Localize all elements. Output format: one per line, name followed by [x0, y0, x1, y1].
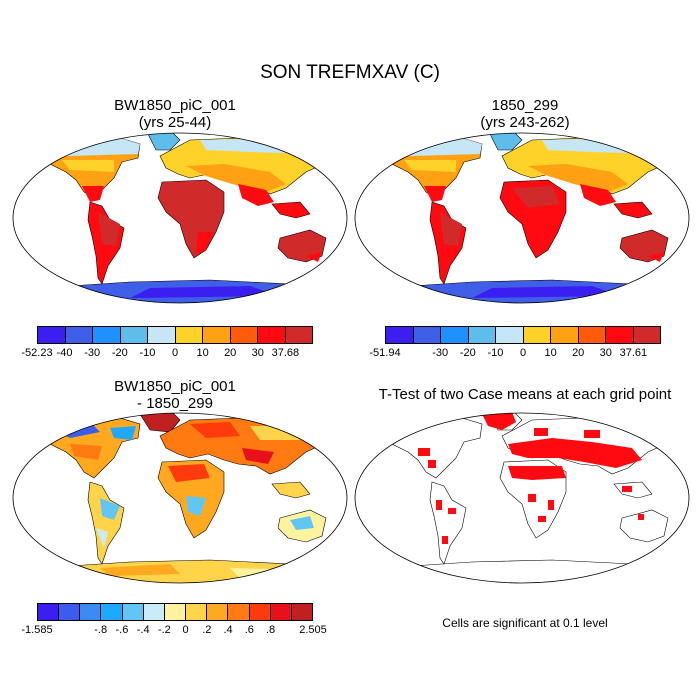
colorbar-swatch	[523, 327, 551, 343]
panel-2-title: 1850_299 (yrs 243-262)	[385, 97, 665, 131]
colorbar-tick-label: 0	[171, 347, 179, 359]
panel-3-title-line2: - 1850_299	[137, 395, 213, 412]
colorbar-tick-label: -30	[432, 347, 449, 359]
colorbar-swatch	[551, 327, 579, 343]
colorbar-swatch	[270, 604, 292, 620]
colorbar-swatch	[38, 327, 66, 343]
colorbar-swatch	[249, 604, 271, 620]
colorbar-tick-label: 37.61	[619, 347, 648, 359]
colorbar-swatch	[80, 604, 102, 620]
colorbar-swatch	[164, 604, 187, 620]
colorbar-tick-label: -20	[111, 347, 128, 359]
colorbar-swatch	[148, 327, 176, 343]
colorbar-swatch	[606, 327, 634, 343]
colorbar-tick-label: -10	[139, 347, 156, 359]
colorbar-swatch	[228, 604, 250, 620]
colorbar-swatch	[93, 327, 121, 343]
colorbar-swatch	[285, 327, 312, 343]
colorbar-tick-label: -51.94	[369, 347, 401, 359]
colorbar-3	[37, 603, 313, 621]
map-panel-1	[12, 132, 348, 304]
panel-3-title-line1: BW1850_piC_001	[114, 378, 236, 395]
colorbar-tick-label: -1.585	[21, 624, 53, 636]
colorbar-1	[37, 326, 313, 344]
colorbar-tick-label: 2.505	[299, 624, 327, 636]
colorbar-tick-label: .8	[265, 624, 276, 636]
colorbar-swatch	[120, 327, 148, 343]
colorbar-swatch	[633, 327, 660, 343]
figure-title: SON TREFMXAV (C)	[260, 62, 440, 83]
colorbar-tick-label: -.8	[94, 624, 108, 636]
colorbar-tick-label: .6	[244, 624, 254, 636]
panel-1-title-line1: BW1850_piC_001	[114, 97, 236, 114]
colorbar-tick-label: .4	[223, 624, 233, 636]
colorbar-swatch	[258, 327, 286, 343]
map-panel-4	[354, 412, 690, 584]
map-panel-3	[12, 412, 348, 584]
colorbar-tick-label: .2	[202, 624, 212, 636]
colorbar-tick-label: 10	[544, 347, 557, 359]
colorbar-swatch	[230, 327, 258, 343]
panel-4-title: T-Test of two Case means at each grid po…	[378, 386, 672, 403]
colorbar-tick-label: -20	[459, 347, 476, 359]
colorbar-tick-label: -10	[487, 347, 504, 359]
panel-3-title: BW1850_piC_001 - 1850_299	[35, 378, 315, 412]
colorbar-swatch	[291, 604, 313, 620]
colorbar-2	[385, 326, 661, 344]
colorbar-swatch	[496, 327, 524, 343]
colorbar-tick-label: -30	[84, 347, 101, 359]
colorbar-swatch	[207, 604, 229, 620]
colorbar-swatch	[468, 327, 496, 343]
colorbar-tick-label: 20	[224, 347, 237, 359]
colorbar-swatch	[186, 604, 208, 620]
colorbar-swatch	[175, 327, 203, 343]
colorbar-swatch	[122, 604, 144, 620]
colorbar-swatch	[441, 327, 469, 343]
colorbar-tick-label: -.4	[136, 624, 150, 636]
significance-note: Cells are significant at 0.1 level	[442, 616, 608, 630]
panel-1-title: BW1850_piC_001 (yrs 25-44)	[35, 97, 315, 131]
colorbar-tick-label: 37.68	[271, 347, 300, 359]
colorbar-swatch	[578, 327, 606, 343]
colorbar-swatch	[65, 327, 93, 343]
colorbar-swatch	[386, 327, 414, 343]
colorbar-tick-label: 0	[182, 624, 189, 636]
colorbar-swatch	[101, 604, 123, 620]
colorbar-swatch	[38, 604, 60, 620]
map-panel-2	[354, 132, 690, 304]
colorbar-tick-label: -40	[56, 347, 73, 359]
colorbar-tick-label: -.6	[115, 624, 129, 636]
colorbar-tick-label: 30	[599, 347, 612, 359]
colorbar-tick-label: 10	[196, 347, 209, 359]
colorbar-swatch	[203, 327, 231, 343]
colorbar-tick-label: -52.23	[21, 347, 53, 359]
colorbar-tick-label: -.2	[157, 624, 171, 636]
panel-1-title-line2: (yrs 25-44)	[138, 114, 212, 131]
panel-2-title-line1: 1850_299	[491, 97, 559, 114]
colorbar-tick-label: 0	[519, 347, 527, 359]
colorbar-swatch	[59, 604, 81, 620]
colorbar-swatch	[143, 604, 165, 620]
colorbar-tick-label: 30	[251, 347, 264, 359]
colorbar-swatch	[413, 327, 441, 343]
colorbar-tick-label: 20	[572, 347, 585, 359]
panel-2-title-line2: (yrs 243-262)	[480, 114, 570, 131]
